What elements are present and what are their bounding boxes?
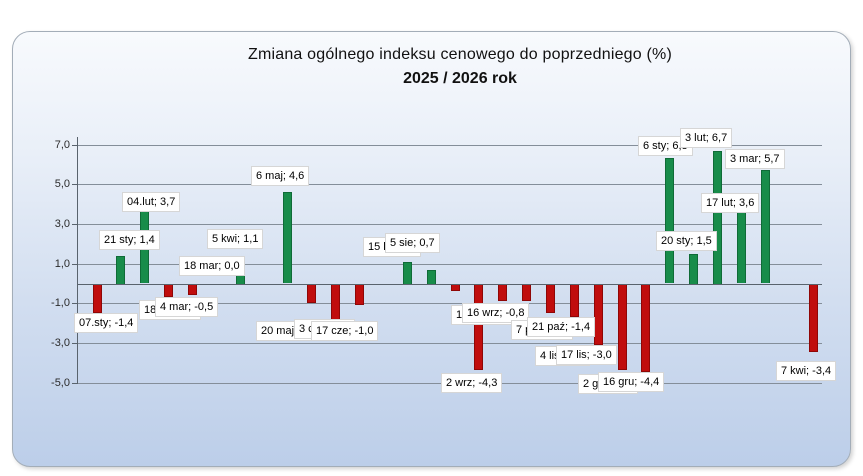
data-label-21-sty: 21 sty; 1,4 <box>99 230 160 250</box>
data-label-2-wrz: 2 wrz; -4,3 <box>441 373 503 393</box>
x-axis-line <box>78 284 822 285</box>
y-axis-label-7,0: 7,0 <box>54 139 70 151</box>
data-label-17-lut: 17 lut; 3,6 <box>701 193 760 213</box>
data-label-6-sty: 6 sty; 6,3 <box>638 136 693 156</box>
data-label-3-lut: 3 lut; 6,7 <box>680 128 733 148</box>
data-label-3-mar: 3 mar; 5,7 <box>725 149 785 169</box>
data-label-07-sty: 07.sty; -1,4 <box>74 313 139 333</box>
data-label-16-gru: 16 gru; -4,4 <box>598 372 665 392</box>
y-axis-line <box>77 137 78 383</box>
chart-title: Zmiana ogólnego indeksu cenowego do popr… <box>98 46 822 88</box>
data-label-4-mar: 4 mar; -0,5 <box>155 297 219 317</box>
chart-title-line2: 2025 / 2026 rok <box>403 70 517 87</box>
bar-7-kwi <box>809 285 818 352</box>
y-tick--1,0 <box>72 303 78 304</box>
bar-5-sie <box>427 270 436 284</box>
y-tick-5,0 <box>72 184 78 185</box>
y-tick-7,0 <box>72 145 78 146</box>
y-axis-label-1,0: 1,0 <box>54 258 70 270</box>
bar-2-wrz <box>474 285 483 370</box>
data-label-18-mar: 18 mar; 0,0 <box>179 256 245 276</box>
data-label-04-lut: 04.lut; 3,7 <box>122 192 181 212</box>
bar-07-sty <box>93 285 102 313</box>
data-label-21-paź: 21 paź; -1,4 <box>527 317 596 337</box>
gridline-5,0 <box>78 184 822 185</box>
bar-20-sty <box>689 254 698 284</box>
bar-16-gru <box>641 285 650 372</box>
bar-17-lut <box>737 212 746 283</box>
bar-7-paź <box>522 285 531 301</box>
data-label-6-maj: 6 maj; 4,6 <box>251 166 310 186</box>
y-axis-label--5,0: -5,0 <box>51 377 70 389</box>
bar-3-cze <box>331 285 340 321</box>
y-tick--3,0 <box>72 343 78 344</box>
bar-2-gru <box>618 285 627 370</box>
y-axis-label-5,0: 5,0 <box>54 178 70 190</box>
y-axis-label--1,0: -1,0 <box>51 297 70 309</box>
bar-16-wrz <box>498 285 507 301</box>
y-tick-1,0 <box>72 264 78 265</box>
gridline--1,0 <box>78 303 822 304</box>
bar-6-sty <box>665 158 674 283</box>
bar-3-lut <box>713 151 722 284</box>
data-label-17-cze: 17 cze; -1,0 <box>311 321 379 341</box>
bar-15-lip <box>403 262 412 284</box>
data-label-17-lis: 17 lis; -3,0 <box>556 345 617 365</box>
y-axis-label--3,0: -3,0 <box>51 337 70 349</box>
bar-21-paź <box>546 285 555 313</box>
y-axis-label-3,0: 3,0 <box>54 218 70 230</box>
bar-21-sty <box>116 256 125 284</box>
data-label-5-kwi: 5 kwi; 1,1 <box>207 229 264 249</box>
data-label-7-kwi: 7 kwi; -3,4 <box>776 361 837 381</box>
bar-19-sie <box>451 285 460 291</box>
y-tick--5,0 <box>72 383 78 384</box>
bar-6-maj <box>283 192 292 283</box>
y-tick-3,0 <box>72 224 78 225</box>
data-label-16-wrz: 16 wrz; -0,8 <box>462 303 530 323</box>
bar-17-lis <box>594 285 603 345</box>
gridline-1,0 <box>78 264 822 265</box>
data-label-20-sty: 20 sty; 1,5 <box>656 231 717 251</box>
bar-17-cze <box>355 285 364 305</box>
bar-4-mar <box>188 285 197 295</box>
data-label-5-sie: 5 sie; 0,7 <box>385 233 440 253</box>
bar-4-lis <box>570 285 579 317</box>
chart-title-line1: Zmiana ogólnego indeksu cenowego do popr… <box>247 46 672 63</box>
gridline-7,0 <box>78 145 822 146</box>
gridline-3,0 <box>78 224 822 225</box>
bar-20-maj <box>307 285 316 303</box>
bar-18-lut <box>164 285 173 297</box>
gridline--3,0 <box>78 343 822 344</box>
bar-3-mar <box>761 170 770 283</box>
